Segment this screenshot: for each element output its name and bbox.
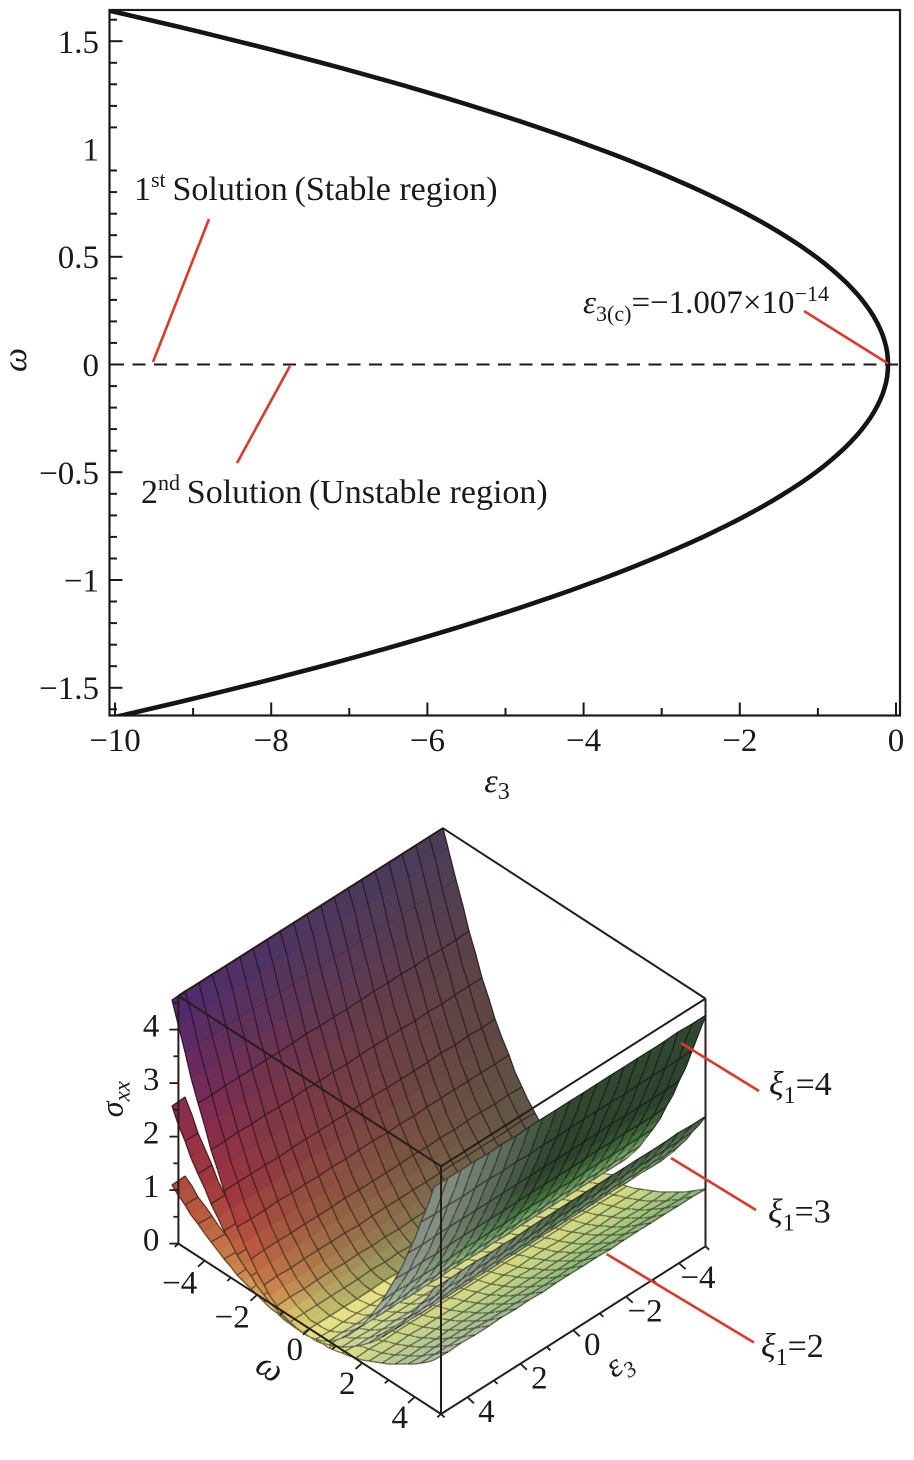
svg-text:−4: −4 bbox=[680, 1260, 715, 1296]
svg-text:−1: −1 bbox=[64, 564, 99, 600]
svg-text:3: 3 bbox=[143, 1062, 160, 1098]
svg-text:4: 4 bbox=[391, 1400, 408, 1436]
svg-text:0: 0 bbox=[143, 1223, 160, 1259]
svg-text:2: 2 bbox=[531, 1361, 548, 1397]
svg-text:1: 1 bbox=[83, 133, 100, 169]
svg-text:2: 2 bbox=[143, 1116, 160, 1152]
svg-text:−0.5: −0.5 bbox=[39, 456, 99, 492]
svg-text:2nd Solution (Unstable region): 2nd Solution (Unstable region) bbox=[141, 470, 548, 511]
svg-text:0: 0 bbox=[286, 1332, 303, 1368]
svg-text:−2: −2 bbox=[722, 723, 757, 759]
svg-text:1.5: 1.5 bbox=[58, 25, 99, 61]
svg-text:−10: −10 bbox=[89, 723, 141, 759]
svg-text:−6: −6 bbox=[410, 723, 445, 759]
svg-text:0: 0 bbox=[83, 348, 100, 384]
svg-text:2: 2 bbox=[339, 1366, 356, 1402]
svg-text:0.5: 0.5 bbox=[58, 240, 99, 276]
svg-text:−2: −2 bbox=[628, 1294, 663, 1330]
svg-text:4: 4 bbox=[143, 1009, 160, 1045]
svg-text:1: 1 bbox=[143, 1169, 160, 1205]
svg-text:1st Solution (Stable region): 1st Solution (Stable region) bbox=[134, 167, 498, 208]
svg-text:−4: −4 bbox=[566, 723, 601, 759]
svg-text:0: 0 bbox=[888, 723, 905, 759]
svg-text:ξ1=2: ξ1=2 bbox=[761, 1328, 824, 1371]
svg-text:ω: ω bbox=[0, 348, 34, 372]
svg-text:−8: −8 bbox=[254, 723, 289, 759]
svg-text:−2: −2 bbox=[215, 1300, 250, 1336]
svg-text:−1.5: −1.5 bbox=[39, 671, 99, 707]
svg-text:ε3(c)=−1.007×10−14: ε3(c)=−1.007×10−14 bbox=[583, 281, 829, 326]
svg-text:4: 4 bbox=[478, 1394, 495, 1430]
svg-text:0: 0 bbox=[584, 1327, 601, 1363]
svg-text:ξ1=3: ξ1=3 bbox=[768, 1194, 831, 1237]
svg-text:ξ1=4: ξ1=4 bbox=[769, 1066, 832, 1109]
svg-text:−4: −4 bbox=[162, 1266, 197, 1302]
svg-text:ε3: ε3 bbox=[484, 763, 509, 805]
